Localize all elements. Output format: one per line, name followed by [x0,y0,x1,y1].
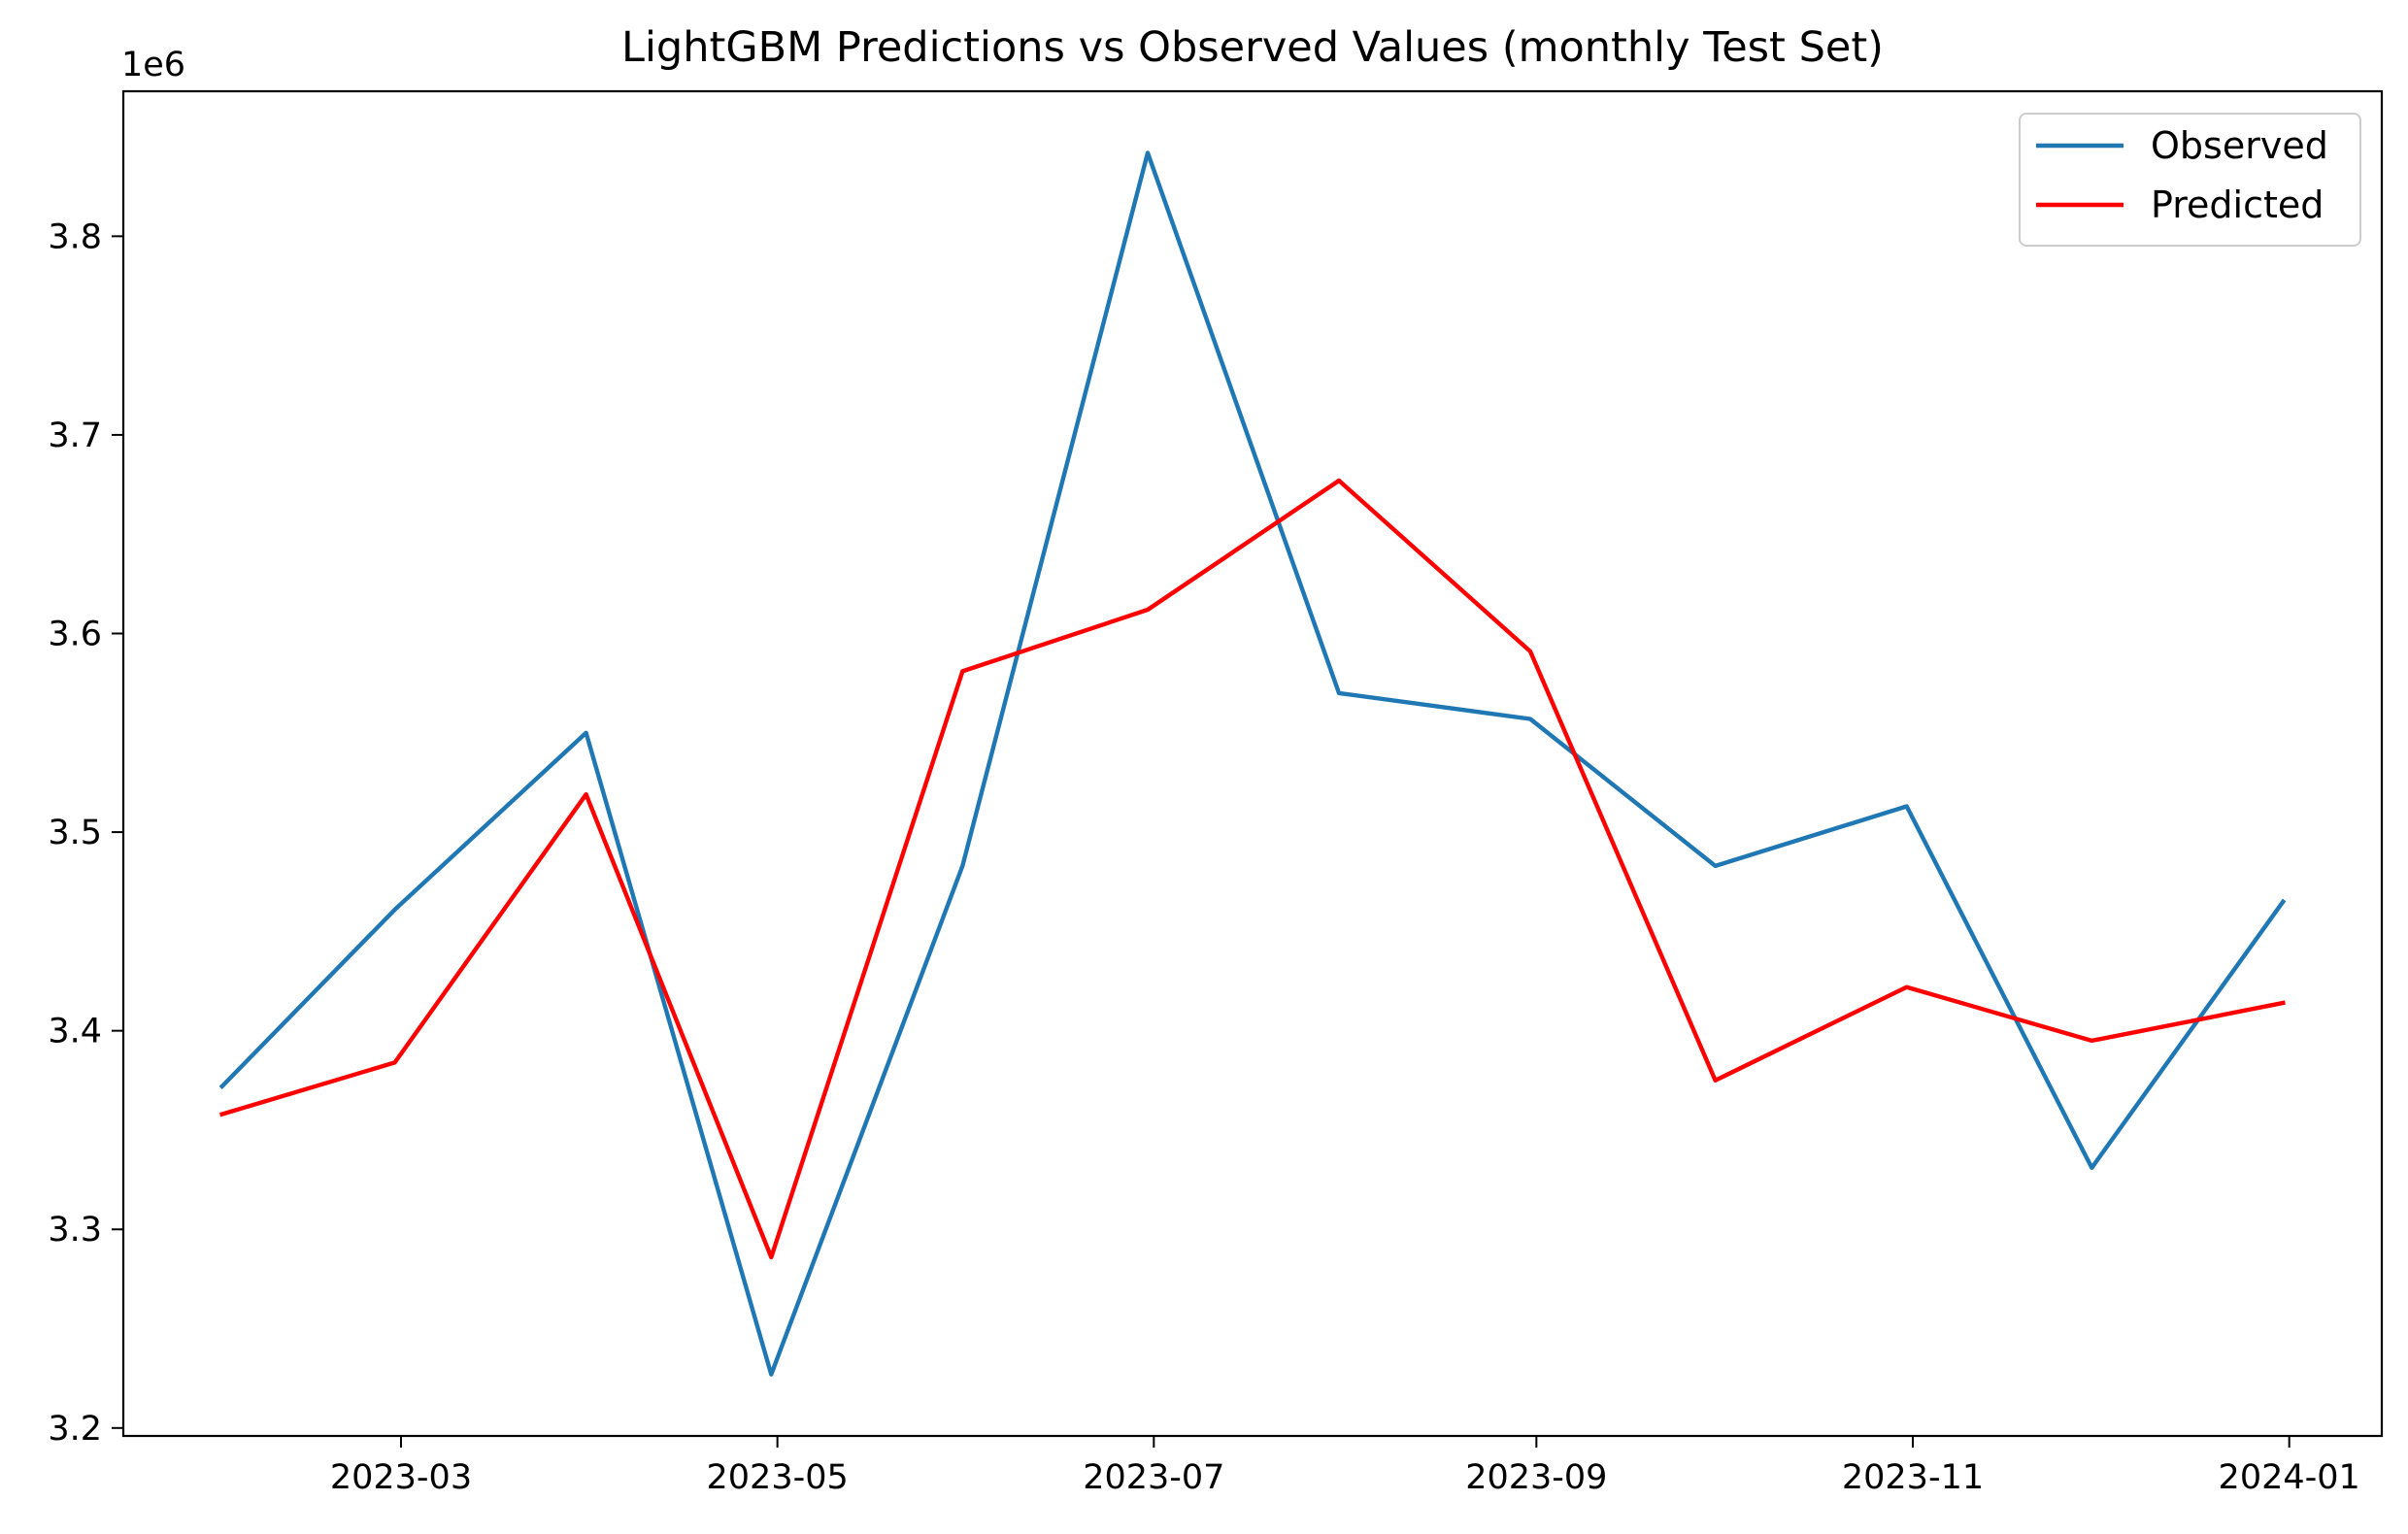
data-point-observed [768,1372,774,1378]
data-point-observed [1904,804,1910,810]
series-line-observed [218,150,2287,1377]
data-point-observed [584,730,589,736]
data-point-predicted [584,791,589,797]
data-point-observed [1336,690,1342,696]
series-line-predicted [218,478,2286,1260]
legend-label-observed: Observed [2151,124,2328,167]
data-point-predicted [1713,1078,1719,1084]
plot-area-frame [121,89,2384,1438]
data-point-predicted [1336,478,1342,484]
data-point-predicted [768,1254,774,1260]
data-point-predicted [219,1112,225,1117]
data-point-predicted [392,1059,398,1065]
data-point-observed [219,1084,225,1089]
y-axis-ticks: 3.2 3.3 3.4 3.5 3.6 3.7 3.8 [48,217,123,1449]
data-point-predicted [2089,1038,2094,1044]
y-tick-label: 3.3 [48,1211,102,1250]
data-point-predicted [959,668,965,674]
y-tick-label: 3.8 [48,217,102,256]
data-point-observed [959,863,965,869]
x-tick-label: 2023-03 [330,1458,472,1497]
data-point-predicted [1904,984,1910,990]
y-tick-label: 3.4 [48,1013,102,1051]
data-point-predicted [2280,1000,2286,1006]
x-tick-label: 2024-01 [2219,1458,2360,1497]
data-point-observed [1145,150,1151,155]
legend-label-predicted: Predicted [2151,183,2324,226]
x-tick-label: 2023-05 [707,1458,849,1497]
data-point-observed [2280,899,2286,905]
legend: Observed Predicted [2019,113,2361,247]
y-tick-label: 3.2 [48,1410,102,1449]
y-tick-label: 3.5 [48,814,102,852]
chart-title: LightGBM Predictions vs Observed Values … [621,23,1884,72]
y-tick-label: 3.7 [48,417,102,455]
y-axis-offset-label: 1e6 [121,46,185,84]
data-point-observed [392,907,398,913]
y-tick-label: 3.6 [48,616,102,654]
series-lines [218,150,2287,1378]
data-point-observed [1713,863,1719,869]
x-tick-label: 2023-09 [1465,1458,1607,1497]
x-tick-label: 2023-07 [1083,1458,1224,1497]
data-point-predicted [1527,649,1533,654]
data-point-predicted [1145,607,1151,613]
data-point-observed [1527,717,1533,722]
x-tick-label: 2023-11 [1842,1458,1984,1497]
x-axis-ticks: 2023-03 2023-05 2023-07 2023-09 2023-11 2024-… [330,1436,2360,1497]
data-point-observed [2089,1165,2094,1171]
